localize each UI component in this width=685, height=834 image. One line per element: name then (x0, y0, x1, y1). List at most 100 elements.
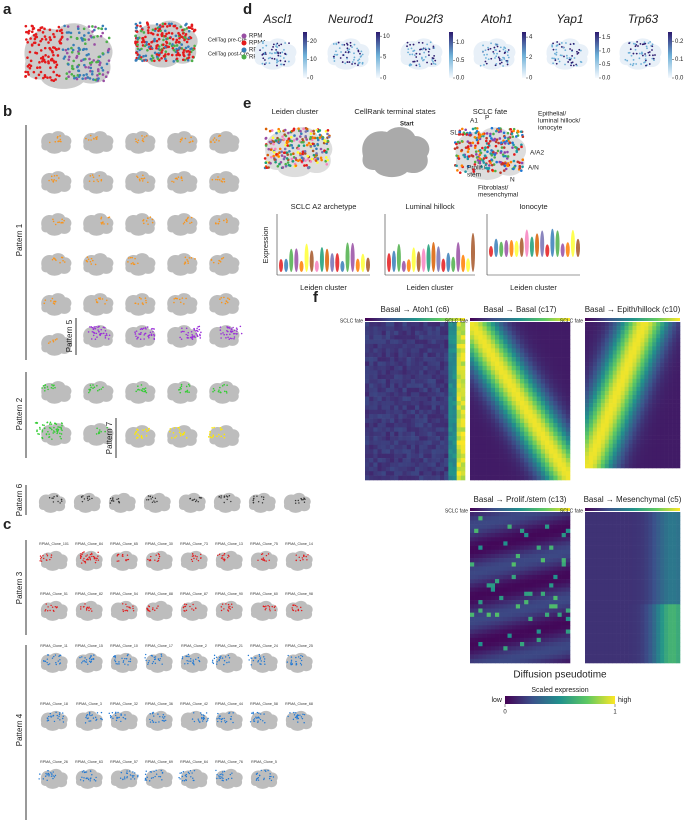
cell (342, 54, 345, 56)
cell (77, 46, 81, 50)
cell (302, 140, 305, 144)
clone-cell (49, 341, 51, 343)
clone-cell (252, 499, 254, 502)
clone-cell (300, 609, 303, 612)
heatmap-cell (565, 322, 571, 327)
cell (316, 142, 319, 146)
clone-cell (225, 390, 228, 393)
heatmap-cell (499, 330, 504, 336)
cell (276, 64, 278, 67)
heatmap-cell (672, 330, 677, 335)
heatmap-cell (435, 330, 441, 336)
heatmap-cell (419, 427, 424, 433)
heatmap-cell (419, 374, 424, 380)
heatmap-cell (652, 330, 657, 335)
colorbar-tick-label: 1.5 (602, 35, 611, 41)
heatmap-cell (668, 334, 673, 339)
heatmap-cell (435, 444, 441, 450)
heatmap-cell (545, 475, 550, 481)
heatmap-cell (536, 401, 542, 406)
heatmap-cell (640, 322, 645, 327)
heatmap-cell (390, 405, 395, 411)
heatmap-cell (486, 379, 492, 384)
heatmap-cell (419, 449, 424, 454)
cell (643, 41, 646, 44)
heatmap-cell (528, 352, 533, 358)
cell (507, 56, 510, 59)
clone-cell (93, 556, 96, 559)
clone-cell (258, 717, 260, 719)
violin (499, 241, 504, 257)
clone-cell (147, 495, 150, 497)
cell (521, 135, 525, 139)
cell (316, 138, 320, 142)
clone-name: RPMA_Clone_87 (180, 592, 208, 596)
clone-cell (135, 335, 137, 338)
clone-cell (223, 296, 225, 299)
clone-cell (152, 721, 155, 723)
heatmap-cell (406, 449, 412, 454)
violin (289, 248, 294, 272)
cell (94, 78, 97, 82)
heatmap-cell (448, 322, 453, 327)
clone-cell (60, 422, 63, 424)
heatmap-cell (612, 334, 617, 339)
heatmap-cell (474, 374, 479, 380)
clone-cell (191, 718, 194, 720)
heatmap-cell (406, 365, 412, 371)
heatmap-cell (435, 392, 441, 397)
clone-cell (184, 256, 187, 259)
heatmap-cell (427, 370, 432, 375)
clone-cell (103, 223, 105, 225)
heatmap-cell (390, 387, 395, 393)
heatmap-cell (557, 383, 562, 389)
heatmap-cell (478, 409, 483, 415)
heatmap-cell (398, 387, 403, 393)
clone-cell (125, 559, 127, 561)
heatmap-cell (365, 422, 370, 428)
clone-cell (257, 779, 260, 781)
cell (473, 135, 477, 139)
heatmap-cell (431, 330, 437, 336)
clone-cell (154, 662, 157, 665)
heatmap-cell (419, 383, 424, 389)
clone-cell (124, 778, 126, 780)
clone-cell (226, 496, 229, 498)
clone-cell (124, 657, 126, 660)
cell (83, 63, 86, 67)
heatmap-cell (553, 401, 558, 406)
clone-cell (222, 558, 224, 561)
heatmap-cell (448, 414, 453, 419)
heatmap-cell (470, 458, 475, 463)
clone-cell (220, 655, 222, 658)
cell (155, 39, 159, 43)
clone-cell (91, 714, 93, 716)
heatmap-cell (557, 322, 562, 327)
clone-cell (89, 384, 92, 387)
clone-cell (99, 298, 101, 301)
heatmap-cell (540, 330, 546, 336)
heatmap-cell (390, 449, 395, 454)
heatmap-cell (507, 352, 512, 358)
heatmap-cell (427, 392, 432, 397)
cell (356, 47, 359, 50)
clone-cell (296, 716, 299, 718)
heatmap-cell (632, 330, 637, 335)
heatmap-cell (540, 405, 546, 411)
heatmap-cell (515, 352, 521, 358)
clone-cell (59, 659, 61, 661)
cell (500, 61, 503, 64)
clone-cell (80, 606, 82, 608)
cell (77, 52, 81, 55)
heatmap-cell (431, 383, 437, 389)
heatmap-cell (423, 462, 428, 468)
heatmap-cell (394, 431, 399, 437)
clone-cell (51, 258, 54, 261)
cell (277, 127, 280, 131)
clone-cell (160, 653, 163, 656)
clone-cell (303, 555, 305, 557)
clone-cell (187, 337, 190, 339)
heatmap-cell (553, 409, 558, 415)
cell (518, 166, 522, 170)
heatmap-cell (545, 449, 550, 454)
